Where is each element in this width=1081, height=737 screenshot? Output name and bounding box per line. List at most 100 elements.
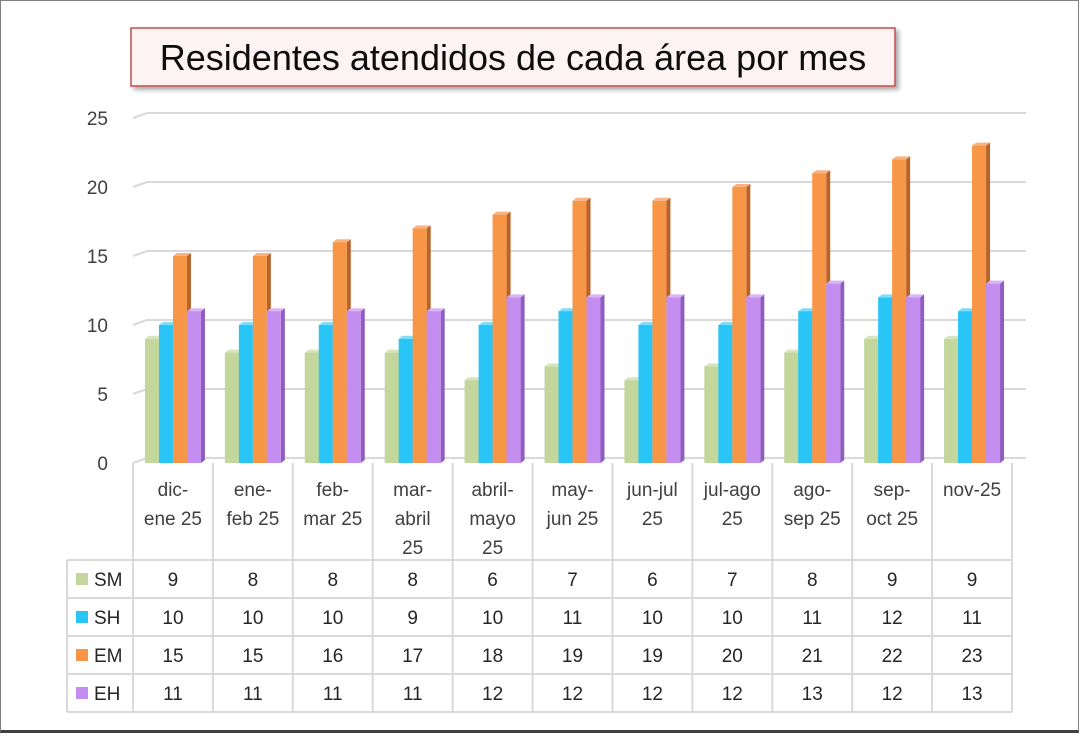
table-cell: 10 bbox=[722, 608, 743, 629]
table-cell: 8 bbox=[407, 570, 418, 591]
table-cell: 11 bbox=[323, 684, 343, 705]
table-cell: 15 bbox=[242, 646, 263, 667]
category-label: nov-25 bbox=[943, 480, 1001, 501]
table-cell: 12 bbox=[882, 608, 903, 629]
category-label: mar- bbox=[393, 480, 432, 501]
table-cell: 12 bbox=[882, 684, 903, 705]
data-table: dic-ene 25 ene-feb 25 feb-mar 25 mar-abril 2… bbox=[66, 463, 1013, 713]
category-label: ene- bbox=[234, 480, 272, 501]
table-cell: 12 bbox=[722, 684, 743, 705]
table-cell: 9 bbox=[407, 608, 418, 629]
table-cell: 12 bbox=[642, 684, 663, 705]
legend-key-eh bbox=[76, 687, 88, 699]
table-cell: 11 bbox=[962, 608, 982, 629]
table-cell: 18 bbox=[482, 646, 503, 667]
table-cell: 10 bbox=[242, 608, 263, 629]
table-cell: 13 bbox=[961, 684, 982, 705]
legend-label-sm: SM bbox=[94, 570, 123, 591]
bar-eh bbox=[746, 294, 765, 463]
category-label: 25 bbox=[642, 509, 663, 530]
bar-eh bbox=[266, 308, 285, 463]
table-cell: 11 bbox=[163, 684, 183, 705]
category-label: sep 25 bbox=[784, 509, 841, 530]
table-cell: 12 bbox=[482, 684, 503, 705]
table-cell: 9 bbox=[168, 570, 179, 591]
table-cell: 10 bbox=[162, 608, 183, 629]
y-axis: 0 5 10 15 20 25 bbox=[87, 109, 108, 475]
category-label: mayo bbox=[469, 509, 515, 530]
table-cell: 15 bbox=[162, 646, 183, 667]
table-cell: 19 bbox=[562, 646, 583, 667]
table-cell: 8 bbox=[327, 570, 338, 591]
chart-title-box bbox=[130, 27, 896, 87]
bar-eh bbox=[826, 280, 845, 463]
y-tick-label: 0 bbox=[97, 454, 108, 475]
category-label: oct 25 bbox=[866, 509, 918, 530]
table-cell: 9 bbox=[967, 570, 978, 591]
table-cell: 6 bbox=[487, 570, 498, 591]
category-label: sep- bbox=[874, 480, 911, 501]
category-label: dic- bbox=[158, 480, 189, 501]
table-cell: 11 bbox=[403, 684, 423, 705]
bar-eh bbox=[426, 308, 445, 463]
table-cell: 9 bbox=[887, 570, 898, 591]
table-cell: 23 bbox=[961, 646, 982, 667]
category-label: jun-jul bbox=[626, 480, 678, 501]
category-label: 25 bbox=[482, 538, 503, 559]
table-cell: 11 bbox=[243, 684, 263, 705]
category-label: 25 bbox=[402, 538, 423, 559]
table-cell: 21 bbox=[802, 646, 823, 667]
table-cell: 12 bbox=[562, 684, 583, 705]
table-cell: 19 bbox=[642, 646, 663, 667]
category-label: may- bbox=[551, 480, 593, 501]
bar-eh bbox=[586, 294, 605, 463]
bar-eh bbox=[346, 308, 365, 463]
category-label: mar 25 bbox=[303, 509, 362, 530]
table-cell: 13 bbox=[802, 684, 823, 705]
gridline bbox=[132, 181, 1026, 188]
table-cell: 17 bbox=[402, 646, 423, 667]
table-cell: 8 bbox=[248, 570, 259, 591]
table-cell: 11 bbox=[802, 608, 822, 629]
table-cell: 16 bbox=[322, 646, 343, 667]
y-tick-label: 5 bbox=[97, 385, 108, 406]
table-cell: 22 bbox=[882, 646, 903, 667]
table-cell: 20 bbox=[722, 646, 743, 667]
legend-key-sh bbox=[76, 611, 88, 623]
category-label: abril bbox=[395, 509, 431, 530]
chart-title: Residentes atendidos de cada área por me… bbox=[160, 37, 866, 78]
category-label: feb- bbox=[316, 480, 349, 501]
y-tick-label: 25 bbox=[87, 109, 108, 130]
bar-eh bbox=[906, 294, 925, 463]
category-label: jul-ago bbox=[703, 480, 761, 501]
y-tick-label: 10 bbox=[87, 316, 108, 337]
category-label: jun 25 bbox=[546, 509, 599, 530]
category-label: 25 bbox=[722, 509, 743, 530]
legend-key-sm bbox=[76, 573, 88, 585]
legend-label-em: EM bbox=[94, 646, 123, 667]
table-cell: 10 bbox=[482, 608, 503, 629]
legend-label-sh: SH bbox=[94, 608, 120, 629]
table-cell: 11 bbox=[563, 608, 583, 629]
y-tick-label: 15 bbox=[87, 247, 108, 268]
table-cell: 10 bbox=[642, 608, 663, 629]
category-label: abril- bbox=[471, 480, 513, 501]
table-cell: 7 bbox=[567, 570, 578, 591]
gridline bbox=[132, 112, 1026, 119]
y-tick-label: 20 bbox=[87, 178, 108, 199]
category-label: ene 25 bbox=[144, 509, 202, 530]
bar-eh bbox=[506, 294, 525, 463]
bar-eh bbox=[666, 294, 685, 463]
table-cell: 6 bbox=[647, 570, 658, 591]
bar-eh bbox=[186, 308, 205, 463]
legend-label-eh: EH bbox=[94, 684, 120, 705]
category-label: feb 25 bbox=[226, 509, 279, 530]
bars-layer bbox=[144, 142, 1005, 464]
bar-eh bbox=[986, 280, 1005, 463]
legend-key-em bbox=[76, 649, 88, 661]
category-label: ago- bbox=[793, 480, 831, 501]
table-cell: 8 bbox=[807, 570, 818, 591]
table-cell: 10 bbox=[322, 608, 343, 629]
table-cell: 7 bbox=[727, 570, 738, 591]
